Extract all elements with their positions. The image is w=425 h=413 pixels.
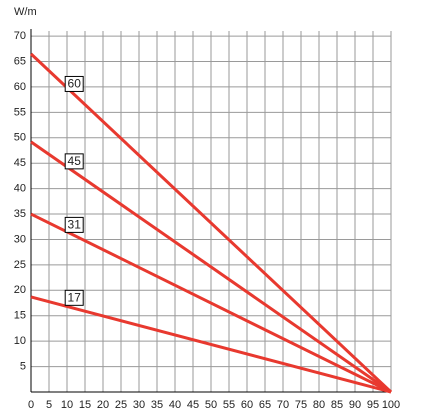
label-box xyxy=(64,153,84,170)
x-tick-label: 90 xyxy=(349,399,361,411)
y-tick-label: 65 xyxy=(14,55,26,67)
series-line xyxy=(30,212,392,394)
series-line xyxy=(30,295,392,394)
x-tick-label: 10 xyxy=(61,399,73,411)
y-tick-label: 50 xyxy=(14,132,26,144)
y-tick-label: 40 xyxy=(14,183,26,195)
x-tick-label: 20 xyxy=(97,399,109,411)
x-tick-label: 0 xyxy=(28,399,34,411)
y-tick-label: 35 xyxy=(14,208,26,220)
x-tick-label: 30 xyxy=(133,399,145,411)
y-tick-label: 20 xyxy=(14,284,26,296)
series-label: 17 xyxy=(68,291,82,305)
x-tick-label: 15 xyxy=(79,399,91,411)
y-tick-label: 15 xyxy=(14,310,26,322)
series-label: 31 xyxy=(68,218,82,232)
x-tick-label: 85 xyxy=(331,399,343,411)
y-tick-label: 10 xyxy=(14,335,26,347)
series-line xyxy=(29,52,393,394)
x-tick-label: 60 xyxy=(241,399,253,411)
series-line xyxy=(30,140,392,394)
x-tick-label: 95 xyxy=(367,399,379,411)
x-tick-label: 50 xyxy=(205,399,217,411)
series-label: 60 xyxy=(68,77,82,91)
x-tick-label: 75 xyxy=(295,399,307,411)
y-axis-label: W/m xyxy=(14,6,37,18)
y-tick-label: 45 xyxy=(14,157,26,169)
x-tick-label: 80 xyxy=(313,399,325,411)
series-label: 45 xyxy=(68,154,82,168)
label-box xyxy=(64,289,84,306)
x-tick-label: 70 xyxy=(277,399,289,411)
x-tick-label: 40 xyxy=(169,399,181,411)
label-box xyxy=(64,75,84,92)
x-tick-label: 5 xyxy=(46,399,52,411)
x-tick-label: 45 xyxy=(187,399,199,411)
y-tick-label: 5 xyxy=(20,360,26,372)
label-box xyxy=(64,216,84,233)
x-tick-label: 25 xyxy=(115,399,127,411)
y-tick-label: 60 xyxy=(14,81,26,93)
x-tick-label: 35 xyxy=(151,399,163,411)
y-tick-label: 25 xyxy=(14,259,26,271)
x-tick-label: 100 xyxy=(382,399,400,411)
y-tick-label: 30 xyxy=(14,233,26,245)
x-tick-label: 65 xyxy=(259,399,271,411)
y-tick-label: 55 xyxy=(14,106,26,118)
y-tick-label: 70 xyxy=(14,30,26,42)
x-tick-label: 55 xyxy=(223,399,235,411)
